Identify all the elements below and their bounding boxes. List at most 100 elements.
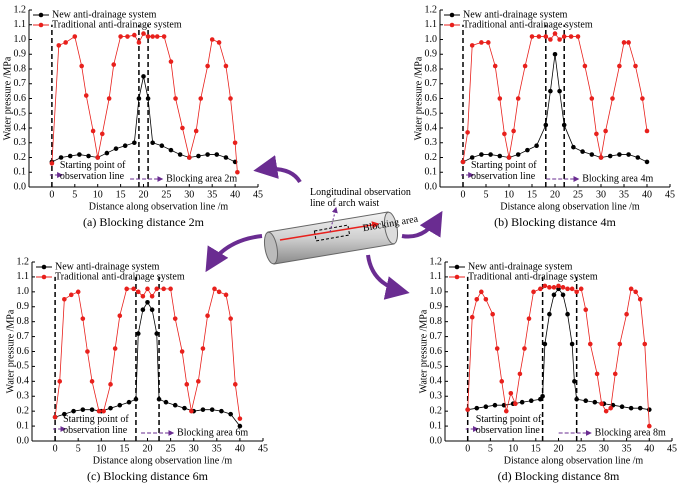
data-point [237, 416, 243, 421]
data-point [536, 34, 542, 39]
x-tick-label: 20 [550, 189, 560, 200]
data-point [200, 346, 206, 351]
data-point [228, 411, 233, 417]
x-tick-label: 0 [465, 443, 470, 454]
x-tick-label: 45 [258, 443, 268, 454]
data-point [531, 289, 536, 295]
legend-marker [38, 12, 44, 18]
data-point [587, 341, 593, 347]
x-axis-title: Distance along observation line /m [504, 455, 644, 466]
data-point [223, 63, 229, 69]
y-tick-label: 0.5 [17, 361, 30, 372]
data-point [543, 34, 549, 39]
data-point [642, 341, 648, 347]
x-tick-label: 10 [93, 189, 103, 200]
y-tick-label: 1.1 [14, 19, 27, 30]
annotation-line: Starting point of [476, 414, 542, 425]
x-tick-label: 0 [49, 189, 54, 200]
data-point [154, 286, 160, 292]
data-point [538, 286, 543, 292]
data-point [126, 399, 132, 405]
x-tick-label: 45 [253, 189, 263, 200]
data-point [469, 43, 475, 48]
data-point [594, 371, 600, 377]
legend-label: New anti-drainage system [55, 261, 160, 272]
tunnel-end [383, 211, 399, 245]
data-point [184, 382, 190, 387]
data-point [95, 155, 100, 160]
data-point [534, 143, 539, 148]
legend-marker [454, 264, 460, 270]
data-point [565, 286, 570, 292]
data-point [560, 292, 566, 298]
x-tick-label: 5 [488, 443, 493, 454]
data-point [168, 286, 173, 292]
data-point [209, 37, 215, 42]
data-point [122, 143, 128, 148]
data-point [89, 407, 95, 412]
data-point [551, 292, 557, 298]
data-point [542, 283, 548, 289]
data-point [212, 286, 217, 292]
data-point [67, 153, 73, 159]
y-tick-label: 0.3 [17, 391, 30, 402]
caption: (c) Blocking distance 6m [87, 469, 209, 483]
data-point [469, 155, 475, 160]
data-point [161, 286, 166, 292]
data-point [551, 285, 557, 290]
x-tick-label: 40 [230, 189, 240, 200]
data-point [621, 40, 627, 45]
data-point [578, 286, 584, 292]
data-point [72, 34, 78, 39]
series-line [51, 76, 236, 163]
y-axis-title: Water pressure /MPa [2, 56, 13, 140]
x-axis-title: Distance along observation line /m [93, 455, 233, 466]
x-axis-title: Distance along observation line /m [500, 201, 640, 212]
data-point [228, 316, 233, 321]
data-point [111, 62, 117, 67]
data-point [132, 32, 137, 38]
y-tick-label: 0.6 [430, 346, 443, 357]
data-point [68, 292, 74, 298]
data-point [465, 407, 471, 412]
y-tick-label: 0.8 [430, 316, 443, 327]
data-point [542, 341, 548, 347]
data-point [637, 405, 643, 411]
data-point [560, 285, 566, 290]
data-point [557, 88, 562, 94]
y-tick-label: 0.9 [430, 301, 443, 312]
data-point [640, 96, 645, 101]
x-tick-label: 15 [119, 443, 129, 454]
data-point [583, 398, 589, 404]
data-point [483, 404, 489, 409]
x-tick-label: 35 [212, 443, 222, 454]
data-point [135, 289, 141, 295]
data-point [569, 286, 575, 292]
data-point [141, 74, 146, 79]
data-point [598, 155, 604, 160]
data-point [163, 399, 169, 405]
legend-marker [38, 22, 44, 28]
data-point [113, 146, 119, 151]
data-point [145, 96, 151, 101]
y-tick-label: 0.7 [425, 78, 438, 89]
annotation-line: observation line [63, 425, 128, 436]
data-point [145, 286, 150, 292]
data-point [628, 405, 634, 411]
data-point [543, 122, 549, 128]
y-tick-label: 0.7 [17, 331, 30, 342]
y-tick-label: 1.0 [430, 286, 443, 297]
data-point [612, 371, 618, 377]
data-point [633, 289, 638, 295]
data-point [497, 96, 503, 101]
data-point [172, 316, 178, 321]
x-tick-label: 45 [667, 443, 677, 454]
data-point [85, 349, 90, 354]
y-tick-label: 0.8 [17, 316, 30, 327]
data-point [216, 40, 222, 45]
x-tick-label: 15 [116, 189, 126, 200]
annotation: Blocking area 8m [595, 427, 666, 438]
y-tick-label: 0.5 [425, 108, 438, 119]
x-tick-label: 15 [527, 189, 537, 200]
